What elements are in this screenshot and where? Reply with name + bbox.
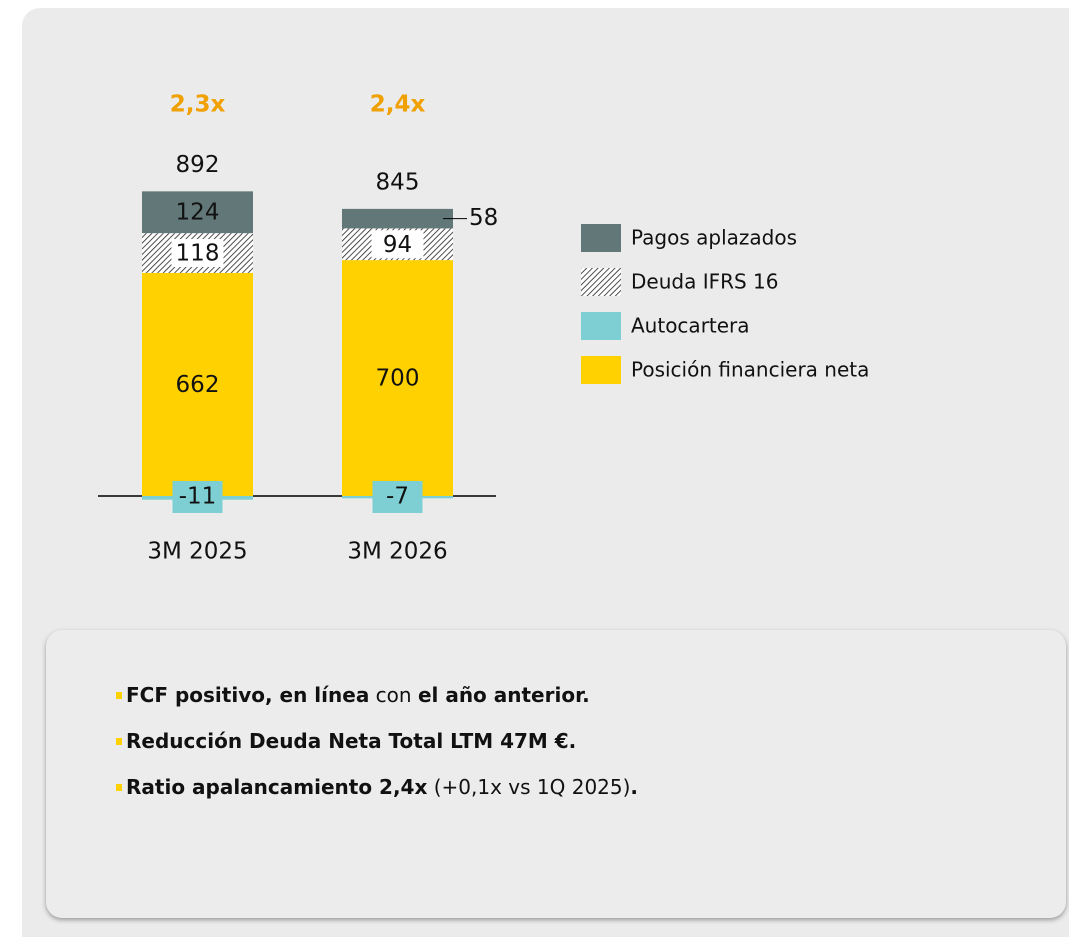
bullet-text: FCF positivo, en línea [126, 683, 370, 707]
bullet-text: (+0,1x vs 1Q 2025) [427, 775, 631, 799]
bullet-text: . [630, 775, 639, 799]
legend-label: Posición financiera neta [631, 358, 869, 382]
value-label: 124 [176, 200, 220, 226]
bullet-text: con [369, 683, 418, 707]
bullet: Ratio apalancamiento 2,4x (+0,1x vs 1Q 2… [115, 775, 639, 799]
ratio-label: 2,4x [370, 92, 426, 118]
legend-swatch [581, 356, 621, 384]
bar-segment [142, 191, 253, 234]
total-label: 892 [176, 152, 220, 178]
notes-card: FCF positivo, en línea con el año anteri… [46, 630, 1066, 918]
value-label: 662 [176, 372, 220, 398]
x-tick-label: 3M 2025 [147, 539, 247, 565]
label-bg [172, 481, 223, 513]
value-label: -11 [179, 484, 217, 510]
value-label: 94 [383, 232, 412, 258]
bullet: FCF positivo, en línea con el año anteri… [116, 683, 590, 707]
bullet-text: Reducción Deuda Neta Total LTM 47M €. [126, 729, 577, 753]
value-label: 118 [176, 241, 220, 267]
legend-label: Autocartera [631, 314, 750, 338]
legend-label: Pagos aplazados [631, 226, 797, 250]
bullet-text: Ratio apalancamiento 2,4x [126, 775, 428, 799]
value-label: 58 [469, 205, 498, 231]
bullet: Reducción Deuda Neta Total LTM 47M €. [115, 729, 577, 753]
label-bg [372, 481, 423, 513]
x-tick-label: 3M 2026 [347, 539, 447, 565]
value-label: -7 [386, 484, 409, 510]
label-bg [171, 239, 224, 268]
legend-swatch [581, 312, 621, 340]
label-bg [371, 230, 424, 259]
legend-swatch [581, 224, 621, 252]
bar-segment [342, 208, 453, 229]
bullet-text: el año anterior. [417, 683, 590, 707]
bar-segment [142, 272, 253, 496]
total-label: 845 [376, 169, 420, 195]
legend-label: Deuda IFRS 16 [631, 270, 779, 294]
value-label: 700 [376, 366, 420, 392]
legend-swatch [581, 268, 621, 296]
bar-segment [342, 260, 453, 496]
chart: 662 -11 118 124 892 2,3x 3M 2025 700 -7 94 58 845 2,… [98, 92, 869, 565]
ratio-label: 2,3x [170, 92, 226, 118]
